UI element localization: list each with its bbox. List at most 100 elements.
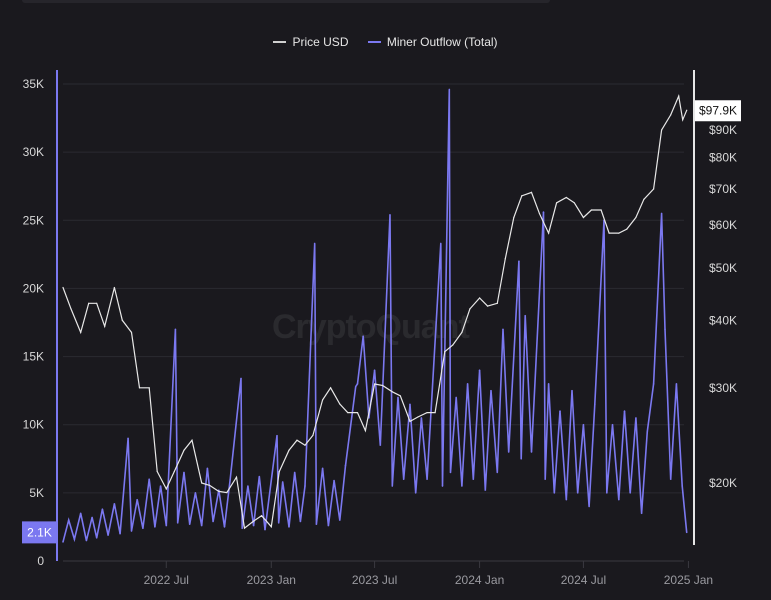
data-point-outflow bbox=[356, 383, 359, 385]
data-point-outflow bbox=[73, 538, 76, 540]
x-tick-label: 2024 Jul bbox=[561, 573, 606, 587]
data-point-outflow bbox=[176, 522, 179, 524]
data-point-outflow bbox=[223, 526, 226, 528]
data-point-outflow bbox=[611, 423, 614, 426]
data-point-price bbox=[88, 302, 90, 304]
data-point-outflow bbox=[681, 485, 683, 487]
data-point-outflow bbox=[183, 471, 185, 474]
left-tick-label: 5K bbox=[29, 486, 44, 500]
data-point-price bbox=[173, 470, 175, 473]
data-point-price bbox=[426, 411, 428, 414]
legend-item-outflow[interactable]: Miner Outflow (Total) bbox=[367, 35, 498, 49]
data-point-outflow bbox=[159, 485, 162, 487]
data-point-price bbox=[381, 384, 384, 387]
data-point-price bbox=[104, 325, 106, 327]
left-tick-label: 10K bbox=[23, 418, 44, 432]
legend-item-price[interactable]: Price USD bbox=[273, 35, 348, 49]
data-point-outflow bbox=[85, 539, 88, 542]
data-point-price bbox=[226, 491, 228, 494]
data-point-outflow bbox=[338, 519, 341, 521]
data-point-outflow bbox=[629, 492, 632, 494]
data-point-price bbox=[643, 198, 645, 200]
data-point-outflow bbox=[101, 508, 104, 511]
data-point-outflow bbox=[276, 434, 278, 437]
data-point-price bbox=[409, 420, 411, 423]
right-tick-label: $80K bbox=[709, 151, 737, 165]
data-point-outflow bbox=[281, 481, 284, 483]
left-tick-label: 15K bbox=[23, 350, 44, 364]
data-point-outflow bbox=[507, 451, 510, 453]
legend-label-outflow: Miner Outflow (Total) bbox=[386, 35, 498, 49]
right-tick-label: $90K bbox=[709, 123, 737, 137]
data-point-outflow bbox=[496, 471, 499, 474]
data-point-price bbox=[218, 490, 220, 492]
data-point-price bbox=[653, 188, 655, 190]
data-point-price bbox=[356, 411, 359, 414]
data-point-price bbox=[661, 129, 663, 131]
data-point-price bbox=[191, 439, 193, 441]
data-point-outflow bbox=[582, 423, 585, 426]
data-point-outflow bbox=[426, 478, 428, 481]
data-point-outflow bbox=[466, 383, 469, 385]
data-point-outflow bbox=[333, 479, 335, 482]
data-point-outflow bbox=[640, 512, 643, 515]
data-point-price bbox=[62, 286, 64, 289]
data-point-outflow bbox=[304, 485, 306, 487]
data-point-outflow bbox=[136, 498, 138, 501]
data-point-outflow bbox=[439, 242, 442, 245]
data-point-outflow bbox=[373, 369, 376, 372]
data-point-outflow bbox=[130, 530, 133, 532]
data-point-price bbox=[270, 526, 272, 528]
data-point-outflow bbox=[675, 383, 678, 385]
data-point-price bbox=[399, 395, 401, 397]
data-point-outflow bbox=[379, 444, 382, 446]
data-point-price bbox=[556, 202, 558, 204]
data-point-outflow bbox=[174, 328, 177, 331]
data-point-outflow bbox=[241, 527, 243, 530]
data-point-price bbox=[434, 411, 436, 414]
x-tick-label: 2023 Jul bbox=[352, 573, 397, 587]
data-point-price bbox=[461, 331, 463, 333]
data-point-price bbox=[521, 195, 523, 197]
data-point-price bbox=[312, 434, 314, 436]
data-point-price bbox=[600, 209, 602, 211]
data-point-price bbox=[678, 95, 680, 97]
data-point-price bbox=[496, 302, 498, 304]
outflow-value-label: 2.1K bbox=[27, 525, 52, 539]
data-point-outflow bbox=[669, 478, 672, 481]
data-point-price bbox=[243, 527, 246, 529]
data-point-outflow bbox=[299, 520, 302, 523]
data-point-price bbox=[530, 191, 533, 193]
data-point-price bbox=[322, 399, 324, 401]
data-point-outflow bbox=[461, 485, 463, 487]
data-point-outflow bbox=[165, 524, 168, 527]
data-point-outflow bbox=[212, 520, 214, 523]
data-point-outflow bbox=[559, 410, 561, 412]
data-point-outflow bbox=[547, 383, 550, 385]
data-point-outflow bbox=[154, 526, 156, 528]
data-point-outflow bbox=[277, 522, 280, 524]
data-point-outflow bbox=[448, 88, 451, 91]
data-point-price bbox=[156, 470, 158, 473]
data-point-outflow bbox=[79, 512, 82, 515]
data-point-outflow bbox=[542, 211, 545, 213]
data-point-price bbox=[70, 308, 72, 310]
data-point-price bbox=[130, 331, 133, 333]
legend: Price USD Miner Outflow (Total) bbox=[0, 32, 771, 49]
data-point-outflow bbox=[530, 451, 533, 453]
data-point-price bbox=[478, 297, 481, 299]
data-point-price bbox=[278, 470, 280, 473]
data-point-outflow bbox=[414, 492, 417, 494]
data-point-price bbox=[469, 308, 471, 310]
data-point-outflow bbox=[635, 417, 637, 419]
data-point-price bbox=[165, 488, 167, 490]
data-point-price bbox=[513, 216, 515, 219]
data-point-price bbox=[686, 109, 688, 111]
data-point-price bbox=[339, 403, 341, 405]
series-line-price bbox=[62, 93, 688, 530]
data-point-outflow bbox=[402, 478, 405, 481]
data-point-outflow bbox=[455, 396, 457, 399]
legend-swatch-price bbox=[273, 41, 287, 43]
data-point-outflow bbox=[119, 532, 121, 535]
